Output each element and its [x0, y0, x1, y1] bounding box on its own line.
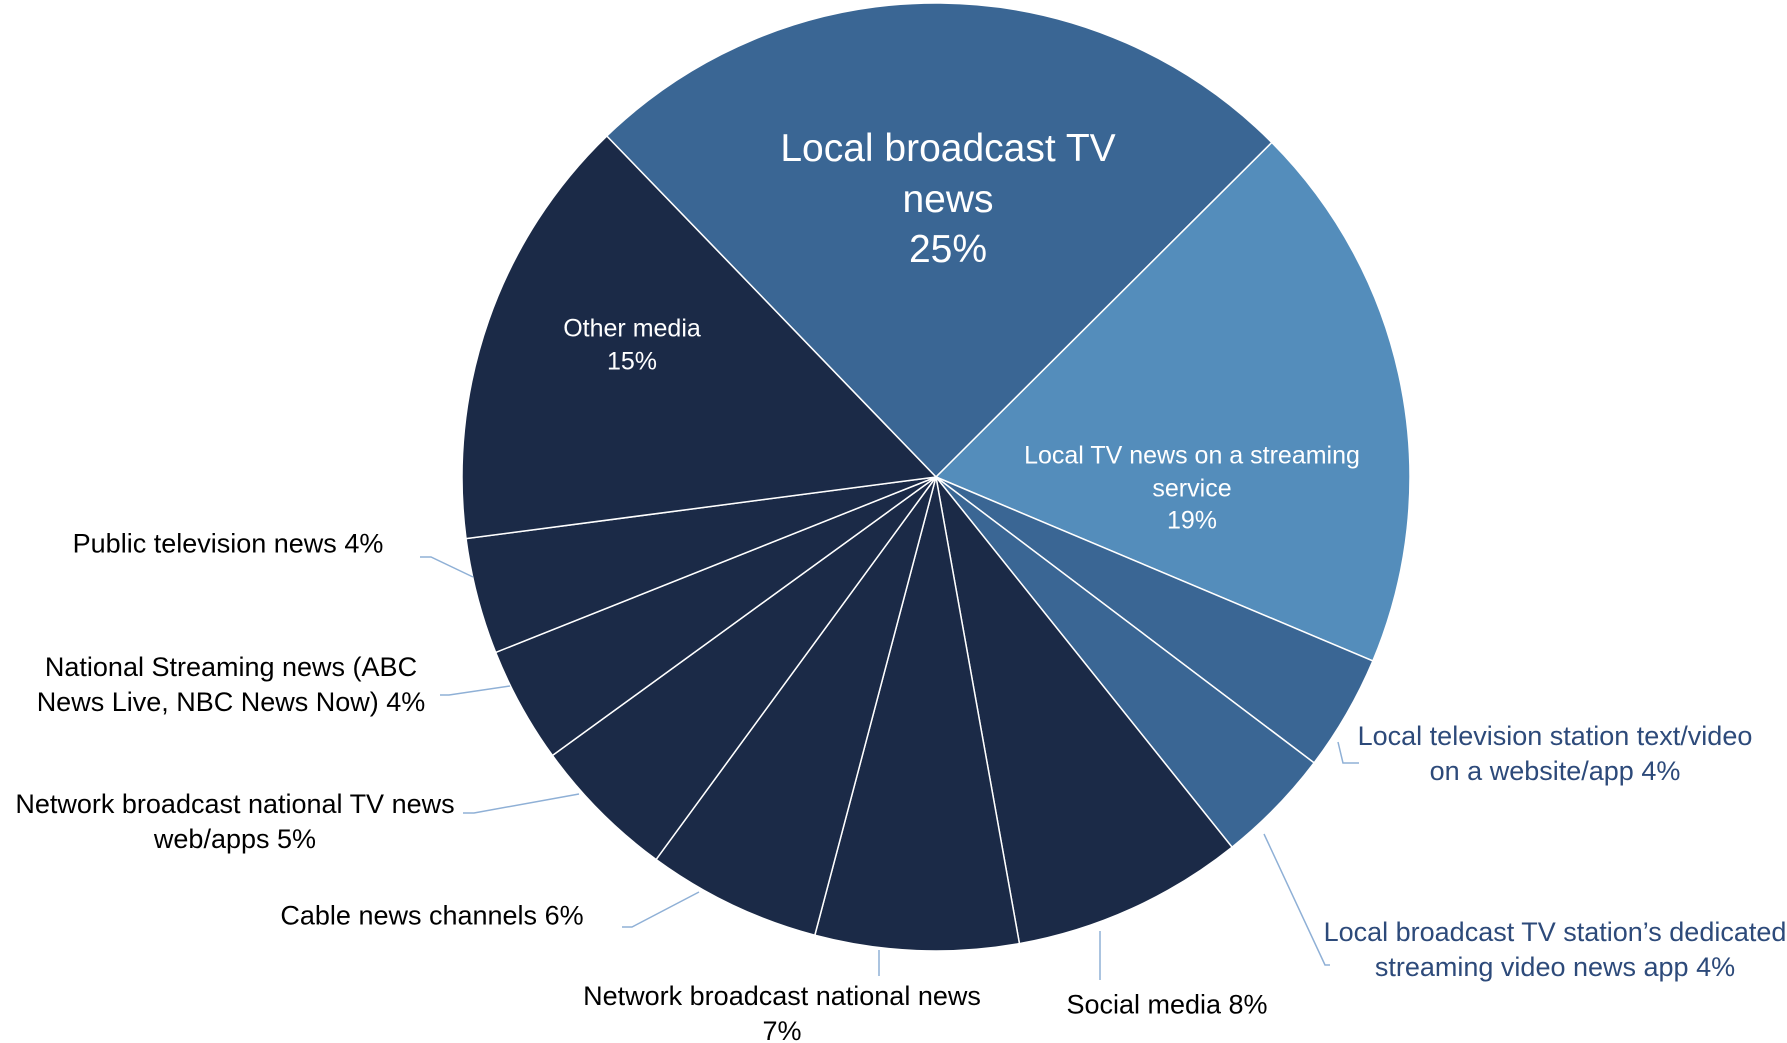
slice-label: Local television station text/video on a… [1345, 719, 1765, 789]
slice-label: Local broadcast TV station’s dedicated s… [1320, 915, 1787, 985]
category-label: National Streaming news (ABC News Live, … [36, 651, 418, 717]
pie-slice [655, 476, 937, 937]
pie-slice [461, 134, 938, 540]
slice-label: Local TV news on a streaming service 19% [982, 439, 1402, 537]
category-label: Cable news channels [280, 900, 538, 931]
slice-label: Public television news 4% [0, 526, 458, 561]
category-label: Local television station text/video on a… [1357, 720, 1753, 786]
value-label: 25% [908, 228, 988, 272]
category-label: Network broadcast national TV news web/a… [15, 788, 455, 854]
leader-line [463, 793, 580, 814]
slice-label: National Streaming news (ABC News Live, … [26, 650, 436, 720]
category-label: Other media [563, 314, 701, 343]
slice-label: Cable news channels 6% [232, 898, 632, 933]
slice-label: Other media 15% [522, 313, 742, 378]
value-label: 4% [1696, 952, 1736, 982]
pie-slice [813, 476, 1021, 952]
pie-slice [934, 141, 1411, 662]
slice-label: Social media 8% [1017, 987, 1317, 1022]
category-label: Social media [1066, 989, 1222, 1020]
category-label: Network broadcast national news [583, 980, 981, 1011]
value-label: 15% [606, 347, 658, 375]
leader-line [1337, 741, 1359, 764]
category-label: Local TV news on a streaming service [1024, 441, 1360, 502]
value-label: 7% [762, 1016, 802, 1043]
slice-label: Network broadcast national TV news web/a… [10, 787, 460, 857]
value-label: 8% [1228, 989, 1268, 1020]
category-label: Public television news [72, 528, 337, 559]
pie-slice [551, 476, 937, 861]
value-label: 5% [277, 824, 317, 854]
leader-line [440, 685, 511, 696]
category-label: Local broadcast TV news [780, 126, 1116, 221]
category-label: Local broadcast TV station’s dedicated s… [1323, 916, 1787, 982]
leader-line [622, 891, 700, 928]
pie-slice [605, 2, 1273, 479]
value-label: 4% [386, 687, 426, 717]
pie-slice [935, 476, 1234, 945]
leader-line [420, 556, 474, 578]
value-label: 4% [344, 528, 384, 559]
value-label: 6% [544, 900, 584, 931]
value-label: 19% [1166, 506, 1218, 535]
slice-label: Local broadcast TV news 25% [778, 124, 1118, 276]
leader-line [1263, 833, 1330, 966]
slice-label: Network broadcast national news 7% [582, 979, 982, 1043]
value-label: 4% [1641, 756, 1681, 786]
